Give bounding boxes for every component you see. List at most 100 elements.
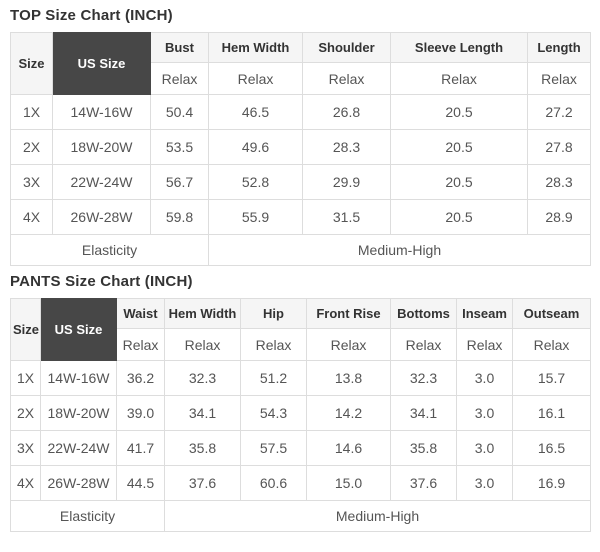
fit-label: Relax	[116, 328, 165, 361]
table-row: 4X 26W-28W 59.8 55.9 31.5 20.5 28.9	[10, 199, 591, 235]
pants-header-hip: Hip	[240, 298, 307, 329]
pants-header-us-size: US Size	[40, 298, 117, 361]
top-header-sleeve-length: Sleeve Length	[390, 32, 528, 63]
fit-label: Relax	[512, 328, 591, 361]
cell-value: 14.6	[306, 430, 391, 466]
cell-value: 35.8	[164, 430, 241, 466]
fit-label: Relax	[208, 62, 303, 95]
top-header-bust: Bust	[150, 32, 209, 63]
fit-label: Relax	[240, 328, 307, 361]
cell-size: 3X	[10, 430, 41, 466]
cell-value: 20.5	[390, 199, 528, 235]
cell-value: 31.5	[302, 199, 391, 235]
cell-value: 60.6	[240, 465, 307, 501]
cell-value: 59.8	[150, 199, 209, 235]
table-row: 3X 22W-24W 56.7 52.8 29.9 20.5 28.3	[10, 164, 591, 200]
cell-value: 55.9	[208, 199, 303, 235]
cell-value: 13.8	[306, 360, 391, 396]
cell-value: 49.6	[208, 129, 303, 165]
top-header-row: Size US Size Bust Hem Width Shoulder Sle…	[10, 32, 591, 95]
cell-us-size: 26W-28W	[40, 465, 117, 501]
cell-value: 3.0	[456, 430, 513, 466]
cell-value: 20.5	[390, 129, 528, 165]
fit-label: Relax	[456, 328, 513, 361]
cell-value: 32.3	[390, 360, 457, 396]
cell-value: 56.7	[150, 164, 209, 200]
fit-label: Relax	[302, 62, 391, 95]
cell-value: 15.7	[512, 360, 591, 396]
cell-value: 27.8	[527, 129, 591, 165]
cell-value: 39.0	[116, 395, 165, 431]
cell-us-size: 22W-24W	[52, 164, 151, 200]
cell-us-size: 14W-16W	[52, 94, 151, 130]
cell-value: 37.6	[164, 465, 241, 501]
top-header-size: Size	[10, 32, 53, 95]
fit-label: Relax	[390, 328, 457, 361]
top-header-length: Length	[527, 32, 591, 63]
cell-value: 16.9	[512, 465, 591, 501]
cell-us-size: 14W-16W	[40, 360, 117, 396]
table-row: 1X 14W-16W 50.4 46.5 26.8 20.5 27.2	[10, 94, 591, 130]
size-chart-page: TOP Size Chart (INCH) Size US Size Bust …	[10, 7, 591, 532]
cell-value: 15.0	[306, 465, 391, 501]
elasticity-value: Medium-High	[164, 500, 591, 532]
cell-value: 28.3	[302, 129, 391, 165]
table-row: 3X 22W-24W 41.7 35.8 57.5 14.6 35.8 3.0 …	[10, 430, 591, 466]
pants-header-bottoms: Bottoms	[390, 298, 457, 329]
cell-value: 57.5	[240, 430, 307, 466]
cell-value: 35.8	[390, 430, 457, 466]
pants-header-waist: Waist	[116, 298, 165, 329]
cell-size: 2X	[10, 395, 41, 431]
pants-fit-row: Relax Relax Relax Relax Relax Relax Rela…	[11, 328, 591, 361]
cell-size: 1X	[10, 360, 41, 396]
fit-label: Relax	[164, 328, 241, 361]
elasticity-value: Medium-High	[208, 234, 591, 266]
table-row: 2X 18W-20W 53.5 49.6 28.3 20.5 27.8	[10, 129, 591, 165]
cell-value: 36.2	[116, 360, 165, 396]
pants-header-outseam: Outseam	[512, 298, 591, 329]
pants-elasticity-row: Elasticity Medium-High	[10, 500, 591, 532]
cell-us-size: 22W-24W	[40, 430, 117, 466]
pants-size-table: Size US Size Waist Hem Width Hip Front R…	[10, 298, 591, 532]
table-row: 2X 18W-20W 39.0 34.1 54.3 14.2 34.1 3.0 …	[10, 395, 591, 431]
elasticity-label: Elasticity	[10, 500, 165, 532]
top-header-us-size: US Size	[52, 32, 151, 95]
pants-header-hem-width: Hem Width	[164, 298, 241, 329]
cell-value: 52.8	[208, 164, 303, 200]
top-header-hem-width: Hem Width	[208, 32, 303, 63]
pants-header-front-rise: Front Rise	[306, 298, 391, 329]
cell-size: 4X	[10, 199, 53, 235]
table-row: 1X 14W-16W 36.2 32.3 51.2 13.8 32.3 3.0 …	[10, 360, 591, 396]
top-fit-row: Relax Relax Relax Relax Relax	[11, 62, 591, 95]
top-chart-title: TOP Size Chart (INCH)	[10, 7, 173, 24]
cell-value: 20.5	[390, 164, 528, 200]
top-elasticity-row: Elasticity Medium-High	[10, 234, 591, 266]
cell-value: 51.2	[240, 360, 307, 396]
cell-value: 32.3	[164, 360, 241, 396]
fit-label: Relax	[306, 328, 391, 361]
cell-value: 41.7	[116, 430, 165, 466]
cell-value: 3.0	[456, 360, 513, 396]
cell-value: 28.3	[527, 164, 591, 200]
cell-value: 54.3	[240, 395, 307, 431]
cell-us-size: 26W-28W	[52, 199, 151, 235]
pants-header-row: Size US Size Waist Hem Width Hip Front R…	[10, 298, 591, 361]
cell-value: 3.0	[456, 465, 513, 501]
cell-value: 14.2	[306, 395, 391, 431]
cell-size: 1X	[10, 94, 53, 130]
cell-value: 46.5	[208, 94, 303, 130]
cell-value: 34.1	[390, 395, 457, 431]
cell-size: 4X	[10, 465, 41, 501]
fit-label: Relax	[150, 62, 209, 95]
fit-label: Relax	[390, 62, 528, 95]
cell-us-size: 18W-20W	[52, 129, 151, 165]
cell-value: 16.1	[512, 395, 591, 431]
cell-value: 50.4	[150, 94, 209, 130]
cell-value: 16.5	[512, 430, 591, 466]
top-size-table: Size US Size Bust Hem Width Shoulder Sle…	[10, 32, 591, 266]
pants-chart-title: PANTS Size Chart (INCH)	[10, 273, 193, 290]
elasticity-label: Elasticity	[10, 234, 209, 266]
table-row: 4X 26W-28W 44.5 37.6 60.6 15.0 37.6 3.0 …	[10, 465, 591, 501]
cell-us-size: 18W-20W	[40, 395, 117, 431]
fit-label: Relax	[527, 62, 591, 95]
